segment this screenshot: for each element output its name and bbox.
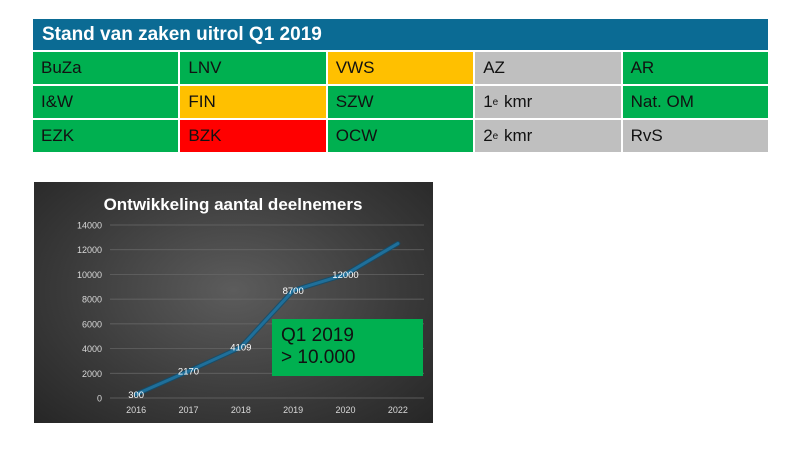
chart-title: Ontwikkeling aantal deelnemers [104,195,363,214]
status-cell-label: kmr [503,126,533,145]
data-label: 2170 [178,367,199,378]
callout-box: Q1 2019 > 10.000 [272,319,423,376]
callout-line-2: > 10.000 [281,347,356,368]
x-tick-label: 2016 [126,405,146,415]
status-cell-prefix: 1 [483,92,493,111]
status-cell-rvs: RvS [622,120,768,152]
status-cell-label: LNV [188,58,222,77]
status-cell-fin: FIN [180,86,326,118]
status-cell-bzk: BZK [180,120,326,152]
status-cell-nat-om: Nat. OM [622,86,768,118]
data-label: 12000 [332,270,358,281]
y-tick-label: 12000 [77,245,102,255]
chart-panel: Ontwikkeling aantal deelnemers 0 2000 4000 6… [34,182,433,423]
status-cell-label: FIN [188,92,216,111]
status-cell-sup: e [492,96,499,108]
status-cell-label: Nat. OM [630,92,694,111]
y-tick-label: 4000 [82,344,102,354]
status-cell-sup: e [492,130,499,142]
status-cell-label: VWS [335,58,375,77]
status-cell-lnv: LNV [180,52,326,84]
status-cell-label: BuZa [41,58,82,77]
x-tick-label: 2019 [283,405,303,415]
data-label: 300 [128,390,144,401]
status-title: Stand van zaken uitrol Q1 2019 [33,19,768,50]
y-tick-label: 14000 [77,221,102,231]
callout-line-1: Q1 2019 [281,325,354,346]
y-tick-label: 2000 [82,369,102,379]
x-tick-label: 2022 [388,405,408,415]
status-grid: BuZa LNV VWS AZ AR I&W FIN SZW 1 e kmr Nat. OM EZK B… [33,52,768,152]
status-cell-buza: BuZa [33,52,179,84]
y-tick-label: 6000 [82,319,102,329]
status-cell-label: SZW [335,92,374,111]
status-cell-ocw: OCW [327,120,474,152]
status-cell-label: AZ [483,58,505,77]
series-line [134,242,400,396]
status-cell-i-w: I&W [33,86,179,118]
y-tick-label: 8000 [82,295,102,305]
status-table: Stand van zaken uitrol Q1 2019 BuZa LNV VW… [33,19,768,152]
status-cell-label: EZK [41,126,75,145]
status-cell-label: BZK [188,126,222,145]
y-tick-label: 10000 [77,270,102,280]
x-tick-label: 2020 [335,405,355,415]
status-cell-label: kmr [503,92,533,111]
line-chart: Ontwikkeling aantal deelnemers 0 2000 4000 6… [77,195,424,415]
status-cell-label: RvS [630,126,663,145]
data-label: 8700 [283,286,304,297]
status-cell-ezk: EZK [33,120,179,152]
data-label: 4109 [230,343,251,354]
status-cell-az: AZ [475,52,621,84]
status-cell-prefix: 2 [483,126,493,145]
status-cell-ar: AR [622,52,768,84]
x-tick-label: 2018 [231,405,251,415]
status-cell-szw: SZW [327,86,474,118]
y-tick-label: 0 [97,394,102,404]
x-tick-label: 2017 [178,405,198,415]
status-cell-label: I&W [41,92,74,111]
status-cell-label: AR [630,58,655,77]
status-cell-label: OCW [335,126,378,145]
status-cell-vws: VWS [327,52,474,84]
